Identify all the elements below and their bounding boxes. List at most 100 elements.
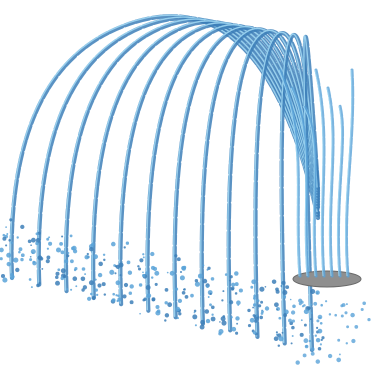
droplet [174, 254, 178, 258]
droplet [36, 283, 40, 288]
droplet [234, 282, 239, 287]
droplet [138, 283, 143, 287]
droplet [5, 244, 8, 247]
droplet [237, 304, 240, 306]
central-jet-highlight-1 [278, 69, 300, 277]
droplet [174, 287, 179, 291]
droplet [89, 246, 94, 252]
droplet [164, 313, 170, 318]
droplet [276, 308, 278, 311]
droplet [67, 252, 70, 254]
droplet [102, 253, 106, 257]
droplet [176, 257, 181, 262]
droplet [8, 239, 11, 242]
droplet [145, 271, 149, 275]
droplet [32, 261, 37, 266]
droplet [282, 295, 287, 299]
droplet [229, 275, 233, 279]
droplet [251, 279, 257, 285]
droplet [55, 275, 59, 280]
droplet [181, 290, 186, 295]
droplet [122, 294, 127, 299]
spray-droplet [367, 317, 371, 322]
droplet [81, 267, 86, 271]
droplet [146, 293, 152, 299]
droplet [264, 306, 270, 311]
droplet [184, 295, 189, 299]
droplet [70, 259, 74, 264]
droplet [207, 296, 210, 298]
droplet [194, 281, 200, 287]
droplet [115, 280, 121, 286]
droplet [250, 285, 254, 289]
central-jet-5 [326, 86, 335, 278]
droplet [289, 298, 292, 301]
spray-droplet [337, 338, 341, 342]
central-jet-2 [290, 86, 310, 278]
droplet [166, 271, 169, 274]
droplet [61, 235, 64, 238]
droplet [45, 259, 50, 264]
droplet [202, 264, 205, 267]
droplet [164, 319, 167, 322]
droplet [10, 241, 14, 245]
droplet [0, 257, 3, 261]
droplet [97, 272, 103, 278]
spray-droplet [315, 359, 321, 364]
droplet [60, 268, 66, 274]
spray-droplet [346, 325, 350, 329]
droplet [179, 275, 185, 281]
droplet [283, 313, 288, 318]
droplet [20, 257, 24, 262]
droplet [73, 268, 77, 272]
droplet [84, 254, 89, 260]
droplet [59, 241, 64, 246]
droplet [210, 277, 215, 281]
droplet [86, 252, 89, 256]
droplet [46, 237, 50, 241]
droplet [206, 285, 209, 288]
droplet [274, 302, 279, 308]
water-arc-highlight-2 [37, 16, 318, 285]
droplet [235, 331, 239, 335]
droplet [202, 278, 208, 284]
droplet [103, 258, 106, 262]
droplet [142, 273, 146, 278]
spray-droplet [310, 351, 315, 356]
droplet [125, 241, 130, 245]
droplet [320, 303, 323, 307]
droplet [205, 318, 211, 324]
droplet [143, 297, 147, 301]
droplet [194, 279, 199, 283]
droplet [224, 273, 228, 276]
water-arc-highlight-1 [9, 14, 318, 278]
droplet [209, 292, 212, 296]
spray-droplet [345, 303, 348, 306]
droplet [27, 239, 32, 244]
droplet [199, 324, 205, 330]
droplet [94, 288, 98, 292]
droplet [278, 316, 282, 320]
droplet [48, 241, 53, 246]
droplet [238, 288, 243, 293]
droplet [231, 282, 236, 287]
droplet [182, 265, 187, 270]
droplet [317, 328, 323, 334]
spray-droplet [338, 353, 341, 356]
droplet [310, 289, 316, 294]
droplet [94, 278, 97, 281]
droplet [75, 285, 78, 288]
droplet [228, 279, 231, 282]
central-jet-highlight-3 [302, 105, 316, 277]
droplet [218, 328, 224, 335]
droplet [164, 301, 168, 305]
droplet [6, 252, 12, 258]
spray-droplet [302, 353, 307, 358]
droplet [277, 344, 281, 347]
droplet [137, 267, 142, 271]
spray-droplet [334, 313, 338, 317]
droplet [35, 232, 39, 236]
droplet [154, 270, 160, 276]
droplet [281, 331, 284, 334]
water-arcs [9, 14, 321, 353]
